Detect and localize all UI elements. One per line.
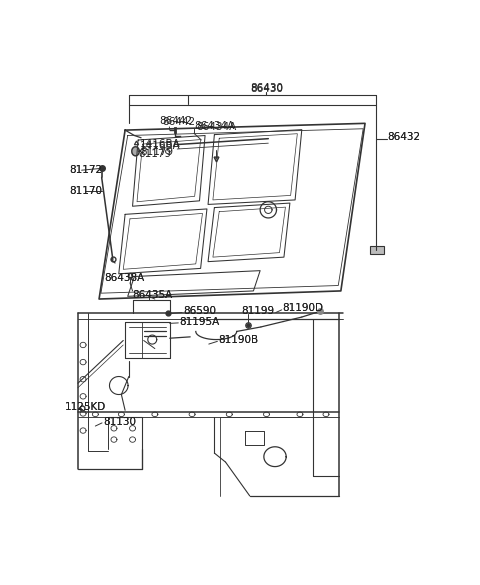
- Text: 81170: 81170: [69, 186, 102, 196]
- Text: 81199: 81199: [241, 306, 275, 316]
- Text: 81179: 81179: [140, 147, 173, 157]
- Text: 81190D: 81190D: [282, 303, 324, 313]
- Text: 1416BA: 1416BA: [140, 139, 181, 149]
- Text: 1125KD: 1125KD: [64, 402, 106, 412]
- Text: 81172: 81172: [69, 165, 102, 175]
- Text: 86442: 86442: [160, 116, 193, 126]
- Text: 81130: 81130: [103, 417, 136, 426]
- Text: 81179: 81179: [138, 149, 171, 159]
- Text: 86442: 86442: [162, 117, 195, 127]
- Text: 81130: 81130: [103, 417, 136, 426]
- Text: 86590: 86590: [183, 306, 216, 316]
- Text: 81199: 81199: [241, 306, 275, 316]
- Text: 81190B: 81190B: [218, 335, 258, 345]
- Text: 86434A: 86434A: [196, 122, 236, 132]
- Text: 81190B: 81190B: [218, 335, 258, 345]
- Text: 81195A: 81195A: [179, 316, 219, 326]
- Text: 86438A: 86438A: [105, 273, 145, 283]
- Text: 86432: 86432: [387, 132, 420, 142]
- Text: 86430: 86430: [250, 83, 283, 93]
- Text: 86434A: 86434A: [195, 121, 235, 131]
- Text: 86438A: 86438A: [104, 273, 144, 283]
- Text: 81190D: 81190D: [282, 303, 324, 313]
- Text: 86432: 86432: [387, 132, 420, 142]
- Polygon shape: [132, 147, 139, 156]
- FancyBboxPatch shape: [370, 246, 384, 254]
- Text: 81172: 81172: [69, 165, 102, 175]
- Text: 86590: 86590: [183, 306, 216, 316]
- Text: 81195A: 81195A: [179, 316, 219, 326]
- Text: 1125KD: 1125KD: [64, 402, 106, 412]
- Text: 86430: 86430: [250, 84, 283, 94]
- Text: 86435A: 86435A: [132, 290, 173, 300]
- Text: 86435A: 86435A: [132, 290, 173, 300]
- Text: 1416BA: 1416BA: [140, 141, 181, 151]
- Text: 81170: 81170: [69, 186, 102, 196]
